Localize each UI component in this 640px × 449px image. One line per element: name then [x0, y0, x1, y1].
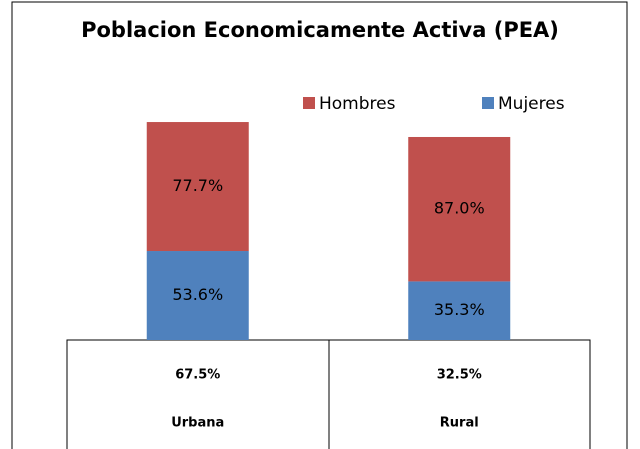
bar-segment — [408, 281, 511, 340]
legend-swatch — [482, 97, 494, 109]
legend-swatch — [303, 97, 315, 109]
data-label: 87.0% — [434, 199, 485, 218]
bar-segment — [408, 136, 511, 282]
legend-label: Hombres — [319, 94, 396, 114]
chart-title: Poblacion Economicamente Activa (PEA) — [81, 18, 559, 42]
data-label: 53.6% — [172, 285, 223, 304]
category-label: Rural — [440, 416, 479, 431]
legend-label: Mujeres — [498, 94, 565, 114]
data-label: 77.7% — [172, 176, 223, 195]
category-label: Urbana — [171, 416, 224, 431]
data-label: 35.3% — [434, 300, 485, 319]
bar-segment — [146, 251, 249, 340]
data-table-value: 67.5% — [175, 368, 220, 383]
chart-border — [11, 1, 628, 449]
bar-segment — [146, 122, 249, 252]
data-table-value: 32.5% — [437, 368, 482, 383]
